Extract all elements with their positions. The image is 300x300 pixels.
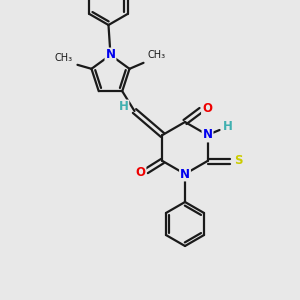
Text: H: H: [223, 121, 232, 134]
Text: S: S: [234, 154, 243, 167]
Text: O: O: [136, 167, 146, 179]
Text: N: N: [180, 167, 190, 181]
Text: O: O: [202, 101, 212, 115]
Text: CH₃: CH₃: [54, 53, 73, 63]
Text: N: N: [202, 128, 212, 142]
Text: N: N: [106, 49, 116, 62]
Text: CH₃: CH₃: [148, 50, 166, 60]
Text: H: H: [118, 100, 128, 113]
